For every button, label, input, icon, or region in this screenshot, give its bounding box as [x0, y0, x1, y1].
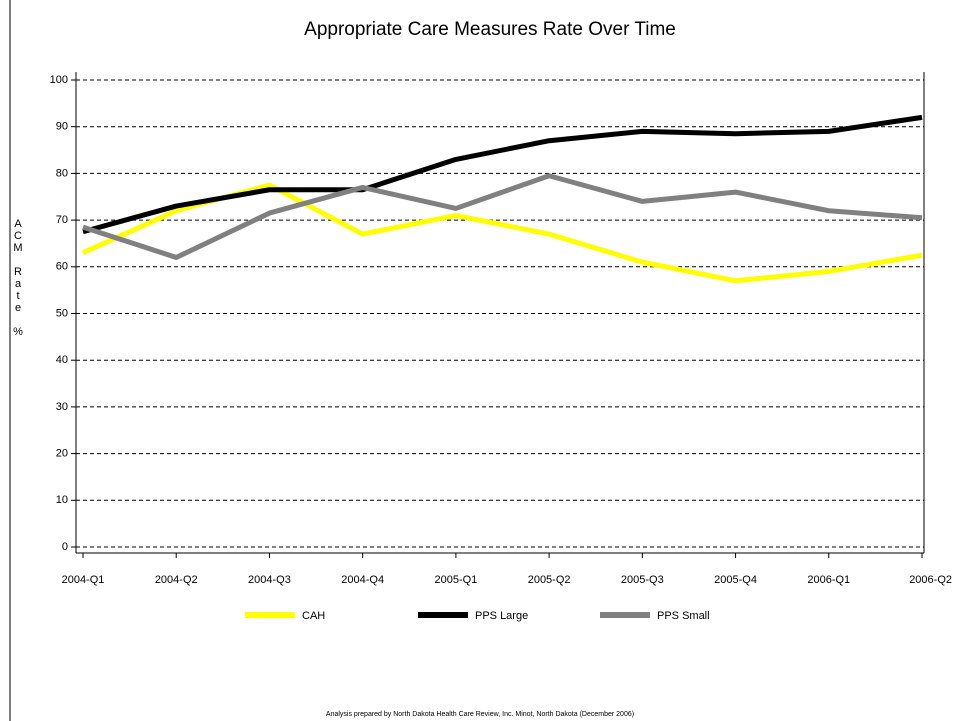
chart-title: Appropriate Care Measures Rate Over Time: [304, 19, 676, 40]
legend-label: PPS Small: [657, 610, 710, 622]
y-axis-label: ACM Rate %: [12, 218, 24, 338]
y-tick-label: 40: [56, 354, 68, 366]
footnote: Analysis prepared by North Dakota Health…: [326, 711, 634, 718]
x-tick-label: 2005-Q2: [528, 574, 571, 586]
series-line: [82, 173, 923, 260]
y-tick-label: 90: [56, 121, 68, 133]
legend-label: CAH: [302, 610, 325, 622]
y-tick-label: 60: [56, 261, 68, 273]
y-tick-label: 80: [56, 167, 68, 179]
frame: [9, 0, 11, 721]
y-tick-label: 0: [62, 541, 68, 553]
series-line: [82, 114, 923, 235]
y-tick-label: 20: [56, 448, 68, 460]
x-tick-label: 2006-Q2: [909, 574, 952, 586]
x-tick-label: 2006-Q1: [807, 574, 850, 586]
x-tick-label: 2004-Q4: [341, 574, 384, 586]
y-tick-label: 50: [56, 307, 68, 319]
x-tick-label: 2004-Q3: [248, 574, 291, 586]
y-tick-label: 70: [56, 214, 68, 226]
y-tick-label: 100: [50, 74, 68, 86]
y-tick-label: 30: [56, 401, 68, 413]
x-tick-label: 2004-Q1: [62, 574, 105, 586]
x-tick-label: 2005-Q3: [621, 574, 664, 586]
x-tick-label: 2005-Q1: [434, 574, 477, 586]
x-tick-label: 2004-Q2: [155, 574, 198, 586]
legend-label: PPS Large: [475, 610, 528, 622]
y-tick-label: 10: [56, 494, 68, 506]
x-tick-label: 2005-Q4: [714, 574, 757, 586]
